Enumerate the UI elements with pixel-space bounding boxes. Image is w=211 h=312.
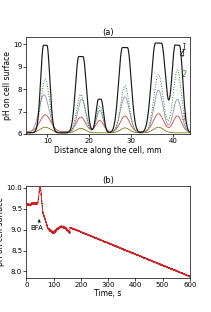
Title: (a): (a) [102, 28, 114, 37]
Text: 4: 4 [179, 50, 184, 59]
Title: (b): (b) [102, 176, 114, 185]
Y-axis label: pH on cell surface: pH on cell surface [3, 51, 12, 120]
Text: BFA: BFA [30, 225, 43, 231]
Text: 1: 1 [181, 43, 186, 52]
X-axis label: Time, s: Time, s [95, 289, 122, 298]
Text: 2: 2 [181, 70, 186, 79]
Text: 3: 3 [181, 113, 186, 122]
X-axis label: Distance along the cell, mm: Distance along the cell, mm [54, 145, 162, 154]
Y-axis label: pH on cell surface: pH on cell surface [0, 197, 5, 266]
